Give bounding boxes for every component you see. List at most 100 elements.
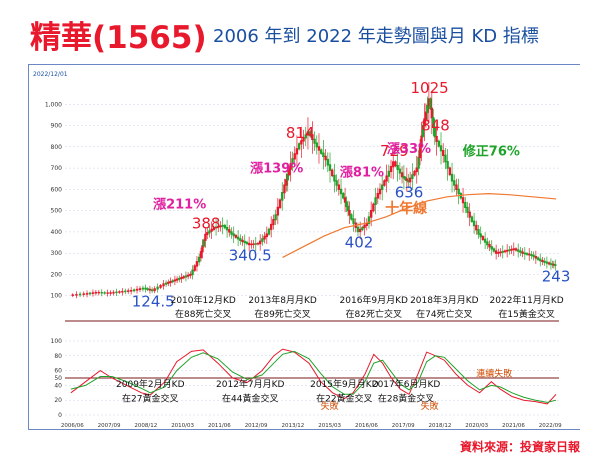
candle-body (317, 146, 321, 151)
candle-body (245, 241, 249, 245)
candle-body (319, 149, 323, 154)
candle-body (466, 206, 469, 213)
price-ytick-label: 400 (51, 229, 63, 236)
candle-body (272, 219, 275, 226)
candle-body (510, 248, 513, 251)
kd-xtick-label: 2007/09 (98, 423, 121, 429)
candle-body (342, 192, 345, 199)
kd-event-title: 2016年9月月KD (340, 294, 409, 306)
kd-xtick-label: 2011/06 (208, 423, 231, 429)
candle-body (283, 184, 286, 194)
candle-body (247, 242, 251, 246)
candle-body (528, 253, 531, 256)
candle-body (121, 290, 124, 293)
candle-body (112, 291, 115, 294)
candle-body (352, 218, 355, 224)
candle-body (346, 205, 350, 212)
candle-body (365, 222, 368, 227)
candle-body (396, 164, 399, 170)
candle-body (230, 231, 233, 235)
candle-body (304, 134, 307, 139)
candle-body (337, 184, 341, 191)
candle-body (432, 117, 435, 128)
candle-body (276, 206, 280, 216)
candle-body (88, 292, 92, 295)
candle-body (144, 287, 147, 290)
kd-xtick-label: 2016/06 (355, 423, 378, 429)
candle-body (315, 142, 318, 148)
kd-fail-label: 失敗 (421, 400, 439, 412)
candle-body (343, 197, 347, 203)
rise-label: 漲33% (387, 142, 431, 157)
price-label: 243 (542, 267, 571, 285)
candle-body (479, 233, 482, 238)
candle-body (394, 161, 397, 167)
candle-body (129, 289, 133, 292)
candle-body (505, 249, 509, 252)
price-label: 388 (192, 214, 221, 232)
candle-body (427, 98, 431, 107)
price-label: 848 (421, 117, 450, 135)
candle-body (258, 240, 262, 245)
candle-body (274, 214, 277, 221)
candle-body (212, 227, 216, 230)
candle-body (392, 161, 395, 168)
candle-body (153, 288, 156, 292)
candle-body (82, 293, 85, 295)
candle-body (223, 224, 227, 229)
price-ytick-label: 200 (51, 271, 63, 278)
kd-xtick-label: 2013/12 (281, 423, 304, 429)
candle-body (490, 246, 493, 250)
candle-body (169, 280, 172, 284)
kd-event-title: 2013年8月月KD (248, 294, 317, 306)
kd-ytick-label: 20 (54, 397, 62, 404)
candle-body (430, 107, 434, 119)
candle-body (468, 211, 471, 218)
kd-event-title: 2010年12月KD (171, 294, 236, 306)
candle-body (267, 228, 271, 235)
candle-body (127, 290, 130, 292)
candle-body (376, 192, 379, 199)
candle-body (85, 293, 89, 295)
candle-body (543, 260, 546, 263)
candle-body (534, 256, 538, 259)
candle-body (232, 233, 235, 237)
candle-body (313, 138, 316, 144)
candle-body (106, 292, 109, 294)
candle-body (254, 243, 257, 245)
kd-series-k (70, 348, 557, 405)
chart-title: 精華(1565) (30, 20, 207, 56)
kd-event-detail: 在89死亡交叉 (254, 308, 310, 320)
candle-body (475, 224, 478, 231)
candle-body (372, 203, 375, 212)
candle-body (239, 238, 242, 242)
candle-body (437, 140, 441, 147)
candle-body (408, 177, 412, 183)
candle-body (167, 281, 170, 284)
candle-body (549, 263, 553, 265)
candle-body (180, 277, 183, 280)
candle-body (256, 242, 260, 245)
candle-body (115, 291, 118, 294)
candle-body (225, 227, 229, 231)
ma-label: 十年線 (385, 200, 427, 217)
candle-body (289, 163, 292, 170)
kd-cross-title: 2017年6月月KD (372, 378, 441, 390)
candle-body (532, 254, 535, 258)
candle-body (195, 261, 199, 267)
candle-body (335, 180, 338, 186)
candle-body (263, 235, 266, 240)
candle-body (350, 214, 353, 220)
candle-body (100, 292, 103, 294)
candle-body (193, 265, 196, 271)
candle-body (214, 226, 218, 229)
candle-body (497, 252, 500, 254)
rise-label: 漲139% (250, 161, 303, 176)
candle-body (234, 234, 238, 238)
candle-body (291, 158, 294, 165)
kd-ytick-label: 0 (58, 412, 62, 419)
kd-event-title: 2018年3月月KD (410, 294, 479, 306)
candle-body (265, 233, 268, 238)
candle-body (243, 240, 246, 244)
kd-ytick-label: 40 (54, 382, 62, 389)
